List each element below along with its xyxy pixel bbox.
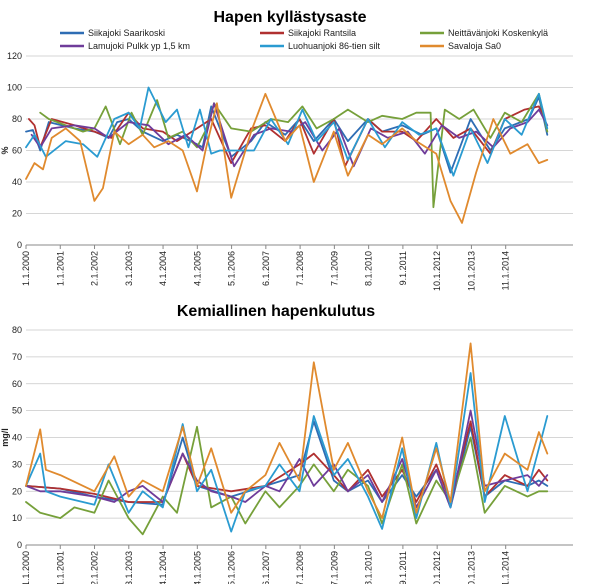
x-tick-label: 1.1.2001 xyxy=(55,551,65,584)
x-tick-label: 8.1.2010 xyxy=(364,551,374,584)
chart-title: Hapen kyllästysaste xyxy=(214,9,367,26)
x-tick-label: 1.1.2001 xyxy=(55,251,65,286)
x-tick-label: 4.1.2005 xyxy=(192,251,202,286)
series-line xyxy=(39,92,549,209)
x-tick-label: 1.1.2000 xyxy=(21,551,31,584)
x-tick-label: 9.1.2011 xyxy=(398,251,408,285)
legend: Siikajoki Saarikoski Siikajoki Rantsila Ne… xyxy=(60,28,548,51)
chart-oxygen-saturation: Hapen kyllästysaste Siikajoki Saarikoski… xyxy=(0,9,573,291)
legend-entry: Lamujoki Pulkk yp 1,5 km xyxy=(88,41,190,51)
y-tick-label: 20 xyxy=(12,486,22,496)
x-tick-label: 11.1.2014 xyxy=(501,551,511,584)
y-tick-label: 40 xyxy=(12,433,22,443)
y-tick-label: 30 xyxy=(12,459,22,469)
y-tick-label: 80 xyxy=(12,325,22,335)
x-tick-label: 10.1.2013 xyxy=(466,551,476,584)
legend-entry: Savaloja Sa0 xyxy=(448,41,501,51)
y-tick-label: 120 xyxy=(7,51,22,61)
legend-entry: Siikajoki Rantsila xyxy=(288,28,356,38)
series-line xyxy=(25,86,549,177)
series-group xyxy=(25,342,549,536)
chart-title: Kemiallinen hapenkulutus xyxy=(177,303,375,320)
x-tick-label: 7.1.2008 xyxy=(295,251,305,286)
x-tick-label: 10.1.2013 xyxy=(466,251,476,291)
y-tick-labels: 0 10 20 30 40 50 60 70 80 xyxy=(12,325,22,550)
x-tick-label: 3.1.2003 xyxy=(124,251,134,286)
x-tick-label: 6.1.2007 xyxy=(261,551,271,584)
x-tick-label: 4.1.2004 xyxy=(158,251,168,286)
y-tick-label: 100 xyxy=(7,83,22,93)
x-tick-label: 11.1.2014 xyxy=(501,251,511,290)
x-tick-label: 2.1.2002 xyxy=(90,551,100,584)
series-line xyxy=(25,425,549,536)
legend-entry: Neittävänjoki Koskenkylä xyxy=(448,28,548,38)
y-tick-label: 50 xyxy=(12,406,22,416)
x-tick-label: 2.1.2002 xyxy=(90,251,100,286)
x-tick-label: 9.1.2011 xyxy=(398,551,408,584)
y-tick-label: 60 xyxy=(12,379,22,389)
y-tick-label: 0 xyxy=(17,540,22,550)
legend-entry: Luohuanjoki 86-tien silt xyxy=(288,41,381,51)
x-tick-label: 6.1.2007 xyxy=(261,251,271,286)
y-axis-label: % xyxy=(0,146,10,154)
series-line xyxy=(25,409,549,509)
y-tick-label: 60 xyxy=(12,146,22,156)
x-tick-label: 4.1.2004 xyxy=(158,551,168,584)
y-tick-label: 70 xyxy=(12,352,22,362)
chart-chemical-oxygen-demand: Kemiallinen hapenkulutus 0 10 20 30 40 50 60 70… xyxy=(0,303,573,584)
series-line xyxy=(25,372,549,533)
x-tick-labels: 1.1.2000 1.1.2001 2.1.2002 3.1.2003 4.1.2004… xyxy=(21,245,511,291)
x-tick-label: 7.1.2008 xyxy=(295,551,305,584)
x-tick-label: 8.1.2010 xyxy=(364,251,374,286)
x-tick-label: 5.1.2006 xyxy=(227,251,237,286)
series-line xyxy=(25,342,549,519)
y-tick-labels: 0 20 40 60 80 100 120 xyxy=(7,51,22,250)
y-tick-label: 10 xyxy=(12,513,22,523)
y-axis-label: mg/l xyxy=(0,428,10,447)
x-tick-labels: 1.1.2000 1.1.2001 2.1.2002 3.1.2003 4.1.2004… xyxy=(21,545,511,584)
x-tick-label: 3.1.2003 xyxy=(124,551,134,584)
x-tick-label: 5.1.2006 xyxy=(227,551,237,584)
x-tick-label: 10.1.2012 xyxy=(432,551,442,584)
series-line xyxy=(25,92,549,224)
x-tick-label: 7.1.2009 xyxy=(329,251,339,286)
x-tick-label: 4.1.2005 xyxy=(192,551,202,584)
x-tick-label: 1.1.2000 xyxy=(21,251,31,286)
y-tick-label: 20 xyxy=(12,209,22,219)
series-group xyxy=(25,86,549,224)
y-tick-label: 0 xyxy=(17,240,22,250)
gridlines xyxy=(26,329,573,546)
y-tick-label: 40 xyxy=(12,177,22,187)
legend-entry: Siikajoki Saarikoski xyxy=(88,28,165,38)
x-tick-label: 7.1.2009 xyxy=(329,551,339,584)
y-tick-label: 80 xyxy=(12,114,22,124)
x-tick-label: 10.1.2012 xyxy=(432,251,442,291)
